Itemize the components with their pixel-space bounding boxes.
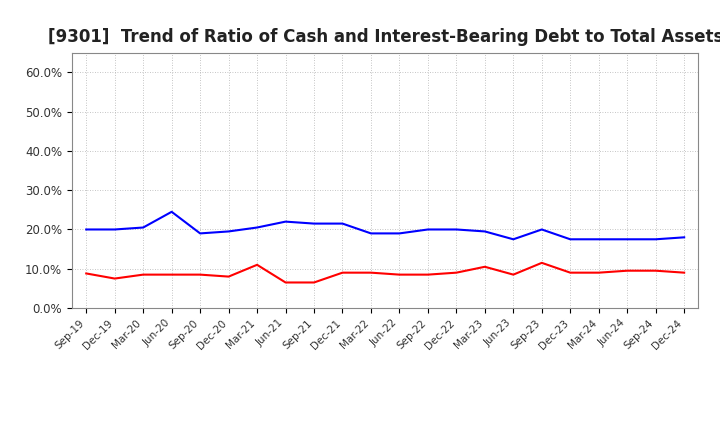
Cash — [509, 272, 518, 277]
Interest-Bearing Debt — [480, 229, 489, 234]
Interest-Bearing Debt — [338, 221, 347, 226]
Interest-Bearing Debt — [366, 231, 375, 236]
Cash — [423, 272, 432, 277]
Interest-Bearing Debt — [395, 231, 404, 236]
Interest-Bearing Debt — [139, 225, 148, 230]
Cash — [652, 268, 660, 273]
Interest-Bearing Debt — [509, 237, 518, 242]
Title: [9301]  Trend of Ratio of Cash and Interest-Bearing Debt to Total Assets: [9301] Trend of Ratio of Cash and Intere… — [48, 28, 720, 46]
Interest-Bearing Debt — [282, 219, 290, 224]
Cash — [537, 260, 546, 265]
Cash — [566, 270, 575, 275]
Interest-Bearing Debt — [623, 237, 631, 242]
Interest-Bearing Debt — [452, 227, 461, 232]
Cash — [595, 270, 603, 275]
Interest-Bearing Debt — [310, 221, 318, 226]
Interest-Bearing Debt — [680, 235, 688, 240]
Line: Interest-Bearing Debt: Interest-Bearing Debt — [86, 212, 684, 239]
Cash — [395, 272, 404, 277]
Interest-Bearing Debt — [595, 237, 603, 242]
Cash — [253, 262, 261, 268]
Cash — [480, 264, 489, 269]
Cash — [139, 272, 148, 277]
Interest-Bearing Debt — [82, 227, 91, 232]
Interest-Bearing Debt — [167, 209, 176, 214]
Interest-Bearing Debt — [110, 227, 119, 232]
Cash — [196, 272, 204, 277]
Interest-Bearing Debt — [225, 229, 233, 234]
Interest-Bearing Debt — [196, 231, 204, 236]
Cash — [623, 268, 631, 273]
Interest-Bearing Debt — [253, 225, 261, 230]
Interest-Bearing Debt — [537, 227, 546, 232]
Cash — [680, 270, 688, 275]
Cash — [366, 270, 375, 275]
Legend: Cash, Interest-Bearing Debt: Cash, Interest-Bearing Debt — [235, 434, 536, 440]
Cash — [452, 270, 461, 275]
Line: Cash: Cash — [86, 263, 684, 282]
Interest-Bearing Debt — [566, 237, 575, 242]
Cash — [282, 280, 290, 285]
Cash — [225, 274, 233, 279]
Interest-Bearing Debt — [423, 227, 432, 232]
Interest-Bearing Debt — [652, 237, 660, 242]
Cash — [110, 276, 119, 281]
Cash — [338, 270, 347, 275]
Cash — [82, 271, 91, 276]
Cash — [167, 272, 176, 277]
Cash — [310, 280, 318, 285]
